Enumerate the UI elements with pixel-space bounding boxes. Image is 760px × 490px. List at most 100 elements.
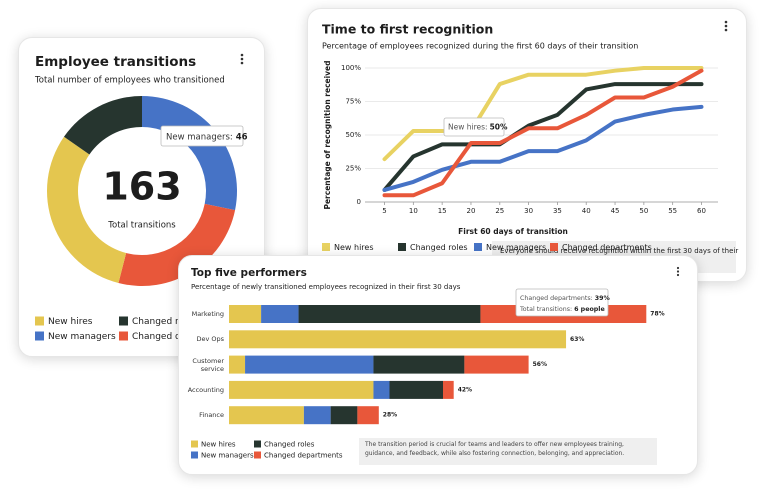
menu[interactable] [676,266,680,277]
category-label: Customer service [192,356,224,373]
y-tick-label: 25% [345,165,361,173]
tooltip-box [443,117,505,137]
x-tick-label: 45 [611,207,620,215]
series-line [382,82,704,192]
legend-swatch [254,440,261,448]
x-tick-label: 15 [438,207,447,215]
note-box [359,438,657,465]
total-value: 163 [102,165,181,209]
legend-swatch [191,440,198,448]
legend-label: New managers [48,332,116,342]
x-tick-label: 60 [697,207,706,215]
card-top-performers: Top five performers Percentage of newly … [178,255,698,475]
bar-segment [373,355,465,374]
tooltip-label: Changed departments: [520,295,593,302]
legend-label: New hires [334,243,374,252]
y-tick-label: 75% [345,98,361,106]
series-line [382,104,704,192]
bar-segment [229,406,304,425]
note-wrap: The transition period is crucial for tea… [365,441,624,457]
x-tick-label: 5 [382,207,386,215]
total-label: Total transitions [107,221,176,231]
donut-segment [63,96,142,155]
bar-segment [298,305,481,323]
tooltip: New managers: 46 [166,132,248,142]
chart-subtitle: Total number of employees who transition… [34,76,225,86]
bar-total-label: 42% [458,386,472,393]
bar-total-label: 78% [650,311,664,318]
legend-label: Changed departments [562,243,652,252]
legend-label: New managers [201,452,254,460]
bar-segment [357,406,379,425]
legend-swatch [322,243,330,251]
bar-segment [464,355,529,374]
legend-swatch [119,316,128,326]
tooltip-value: 6 people [574,306,605,313]
bar-total-label: 56% [533,361,547,368]
tooltip-label: New hires: [448,123,488,132]
bar-segment [245,355,374,374]
legend-swatch [398,243,406,251]
legend-label: Changed departments [264,452,343,460]
legend-swatch [35,316,44,326]
chart-subtitle: Percentage of newly transitioned employe… [191,283,461,291]
tooltip-label: New managers: [166,132,233,142]
legend-swatch [119,331,128,341]
y-tick-label: 0 [357,198,361,206]
card-time-to-recognition: Time to first recognition Percentage of … [307,8,747,282]
tooltip-value: 50% [490,123,508,132]
note: Everyone should receive recognition with… [500,247,738,255]
tooltip-box [160,125,244,147]
donut-segment [46,136,127,284]
chart: Time to first recognition Percentage of … [322,20,738,273]
legend-label: Changed roles [132,317,197,327]
bar-segment [229,305,262,323]
tooltip-value: 46 [236,132,248,142]
menu[interactable] [724,20,728,32]
legend-label: New hires [201,441,236,449]
chart-subtitle: Percentage of employees recognized durin… [322,42,638,51]
legend-swatch [550,243,558,251]
category-label: Marketing [191,310,224,318]
bar-segment [261,305,299,323]
y-tick-label: 50% [345,131,361,139]
legend-label: New managers [486,243,546,252]
donut-segment [142,96,237,211]
legend-swatch [35,331,44,341]
x-tick-label: 55 [668,207,677,215]
x-tick-label: 20 [467,207,476,215]
tooltip-line: Total transitions: 6 people [519,306,605,313]
menu[interactable] [240,53,244,65]
legend-label: New hires [48,317,93,327]
series-line [382,66,704,162]
legend-swatch [254,451,261,459]
category-label: Finance [199,411,224,420]
legend-swatch [191,451,198,459]
bar-segment [229,355,246,374]
donut-segment [118,203,236,286]
x-tick-label: 10 [409,207,418,215]
legend-label: Changed roles [410,243,468,252]
x-tick-label: 30 [524,207,533,215]
series-line [382,68,704,198]
tooltip-value: 39% [595,295,611,302]
tooltip-box [515,288,609,317]
bar-segment [303,406,331,425]
bar-segment [330,406,358,425]
bar-segment [373,380,390,399]
legend-label: Changed roles [264,441,315,449]
category-label: Accounting [187,385,224,394]
x-tick-label: 50 [639,207,648,215]
tooltip-line: Changed departments: 39% [520,295,611,302]
y-axis-label: Percentage of recognition received [323,60,332,209]
category-label: Dev Ops [196,335,224,344]
x-tick-label: 25 [495,207,504,215]
chart: Top five performers Percentage of newly … [191,266,680,465]
bar-segment [443,380,454,399]
x-tick-label: 40 [582,207,591,215]
x-tick-label: 35 [553,207,562,215]
chart-title: Time to first recognition [322,22,493,37]
bar-segment [229,330,567,349]
tooltip-label: Total transitions: [519,306,572,313]
